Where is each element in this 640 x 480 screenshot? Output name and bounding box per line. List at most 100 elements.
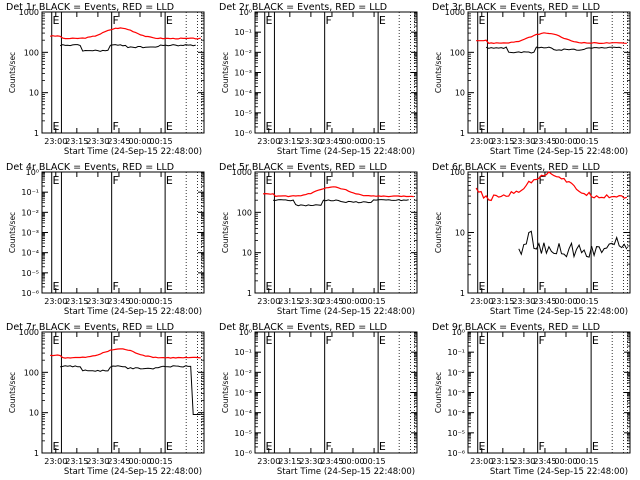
y-tick-label: 100 bbox=[24, 48, 39, 57]
marker-label-top: E bbox=[266, 174, 273, 187]
events-series-line bbox=[485, 46, 622, 54]
marker-label-bottom: E bbox=[379, 280, 386, 293]
x-tick-label: 23:45 bbox=[107, 137, 130, 146]
x-tick-label: 00:15 bbox=[576, 457, 599, 466]
x-tick-label: 23:30 bbox=[86, 297, 109, 306]
marker-label-top: E bbox=[166, 334, 173, 347]
x-axis-label: Start Time (24-Sep-15 22:48:00) bbox=[277, 147, 415, 157]
plot-frame bbox=[254, 11, 418, 134]
y-tick-label: 100 bbox=[237, 208, 252, 217]
y-tick-label: 10⁻⁵ bbox=[447, 429, 465, 438]
y-axis-label: Counts/sec bbox=[434, 372, 443, 413]
x-tick-label: 23:45 bbox=[533, 457, 556, 466]
marker-label-bottom: F bbox=[112, 440, 118, 453]
marker-label-bottom: E bbox=[166, 120, 173, 133]
y-tick-label: 1 bbox=[460, 129, 465, 138]
y-tick-label: 10⁻⁴ bbox=[21, 249, 39, 258]
marker-label-top: E bbox=[53, 334, 60, 347]
y-axis-label: Counts/sec bbox=[221, 212, 230, 253]
marker-label-top: E bbox=[592, 334, 599, 347]
y-tick-label: 10⁻⁶ bbox=[234, 449, 252, 458]
lld-series-line bbox=[50, 348, 201, 359]
x-tick-label: 00:00 bbox=[554, 297, 577, 306]
marker-label-top: E bbox=[266, 14, 273, 27]
x-tick-label: 23:15 bbox=[278, 297, 301, 306]
marker-label-bottom: E bbox=[379, 120, 386, 133]
y-axis-label: Counts/sec bbox=[8, 212, 17, 253]
lld-series-line bbox=[476, 32, 627, 45]
marker-label-bottom: E bbox=[592, 280, 599, 293]
y-tick-label: 10⁻² bbox=[21, 208, 39, 217]
y-tick-label: 1000 bbox=[19, 8, 39, 17]
marker-label-bottom: E bbox=[266, 120, 273, 133]
plot-panel: Det 9r BLACK = Events, RED = LLD 10⁻⁶ 10⁻⁵… bbox=[432, 322, 631, 477]
marker-label-bottom: E bbox=[166, 440, 173, 453]
plot-frame bbox=[467, 331, 631, 454]
x-tick-label: 23:30 bbox=[299, 297, 322, 306]
plot-title: Det 3r BLACK = Events, RED = LLD bbox=[432, 2, 600, 13]
y-tick-label: 1 bbox=[34, 129, 39, 138]
x-tick-label: 23:15 bbox=[491, 457, 514, 466]
y-tick-label: 10 bbox=[29, 409, 39, 418]
marker-label-top: E bbox=[592, 174, 599, 187]
marker-label-top: F bbox=[538, 14, 544, 27]
marker-label-bottom: E bbox=[479, 280, 486, 293]
x-tick-label: 23:00 bbox=[257, 137, 280, 146]
marker-label-bottom: E bbox=[53, 280, 60, 293]
marker-label-bottom: E bbox=[592, 120, 599, 133]
marker-label-bottom: E bbox=[53, 120, 60, 133]
x-tick-label: 23:00 bbox=[44, 137, 67, 146]
x-tick-label: 00:00 bbox=[341, 457, 364, 466]
plot-frame bbox=[467, 11, 631, 134]
y-tick-label: 10 bbox=[455, 89, 465, 98]
y-tick-label: 100 bbox=[24, 368, 39, 377]
marker-label-top: E bbox=[479, 174, 486, 187]
x-tick-label: 23:30 bbox=[512, 137, 535, 146]
plot-panel: Det 7r BLACK = Events, RED = LLD 1 10 100 10… bbox=[6, 322, 205, 477]
x-tick-label: 23:45 bbox=[107, 457, 130, 466]
marker-label-top: E bbox=[166, 14, 173, 27]
x-axis-label: Start Time (24-Sep-15 22:48:00) bbox=[64, 147, 202, 157]
events-series-line bbox=[60, 365, 201, 415]
y-tick-label: 10⁻⁵ bbox=[234, 429, 252, 438]
plot-title: Det 9r BLACK = Events, RED = LLD bbox=[432, 322, 600, 333]
x-tick-label: 23:15 bbox=[278, 457, 301, 466]
y-tick-label: 10⁻⁴ bbox=[447, 409, 465, 418]
marker-label-top: E bbox=[592, 14, 599, 27]
plot-title: Det 6r BLACK = Events, RED = LLD bbox=[432, 162, 600, 173]
plot-title: Det 8r BLACK = Events, RED = LLD bbox=[219, 322, 387, 333]
y-tick-label: 10⁻⁶ bbox=[234, 129, 252, 138]
marker-label-bottom: F bbox=[538, 120, 544, 133]
x-tick-label: 23:00 bbox=[44, 457, 67, 466]
x-tick-label: 23:00 bbox=[470, 137, 493, 146]
marker-label-bottom: F bbox=[538, 440, 544, 453]
x-tick-label: 23:15 bbox=[491, 297, 514, 306]
marker-label-top: F bbox=[112, 174, 118, 187]
marker-label-top: E bbox=[53, 14, 60, 27]
marker-label-top: E bbox=[379, 14, 386, 27]
x-tick-label: 00:00 bbox=[341, 137, 364, 146]
x-tick-label: 00:15 bbox=[150, 297, 173, 306]
marker-label-top: E bbox=[479, 334, 486, 347]
y-tick-label: 1 bbox=[460, 289, 465, 298]
y-tick-label: 1000 bbox=[19, 328, 39, 337]
y-tick-label: 10⁰ bbox=[452, 328, 465, 337]
y-tick-label: 10⁻² bbox=[234, 48, 252, 57]
x-tick-label: 00:15 bbox=[576, 297, 599, 306]
plot-title: Det 5r BLACK = Events, RED = LLD bbox=[219, 162, 387, 173]
x-tick-label: 23:30 bbox=[86, 137, 109, 146]
y-tick-label: 10⁻¹ bbox=[234, 28, 252, 37]
x-tick-label: 23:30 bbox=[299, 137, 322, 146]
marker-label-top: F bbox=[538, 334, 544, 347]
y-tick-label: 10⁻⁶ bbox=[447, 449, 465, 458]
x-tick-label: 23:15 bbox=[278, 137, 301, 146]
plot-frame bbox=[41, 171, 205, 294]
y-tick-label: 10⁰ bbox=[26, 168, 39, 177]
events-series-line bbox=[273, 199, 409, 207]
plot-title: Det 1r BLACK = Events, RED = LLD bbox=[6, 2, 174, 13]
x-axis-label: Start Time (24-Sep-15 22:48:00) bbox=[277, 467, 415, 477]
y-tick-label: 10⁻⁴ bbox=[234, 89, 252, 98]
y-tick-label: 10⁻³ bbox=[234, 389, 252, 398]
plot-panel: Det 1r BLACK = Events, RED = LLD 1 10 100 10… bbox=[6, 2, 205, 157]
